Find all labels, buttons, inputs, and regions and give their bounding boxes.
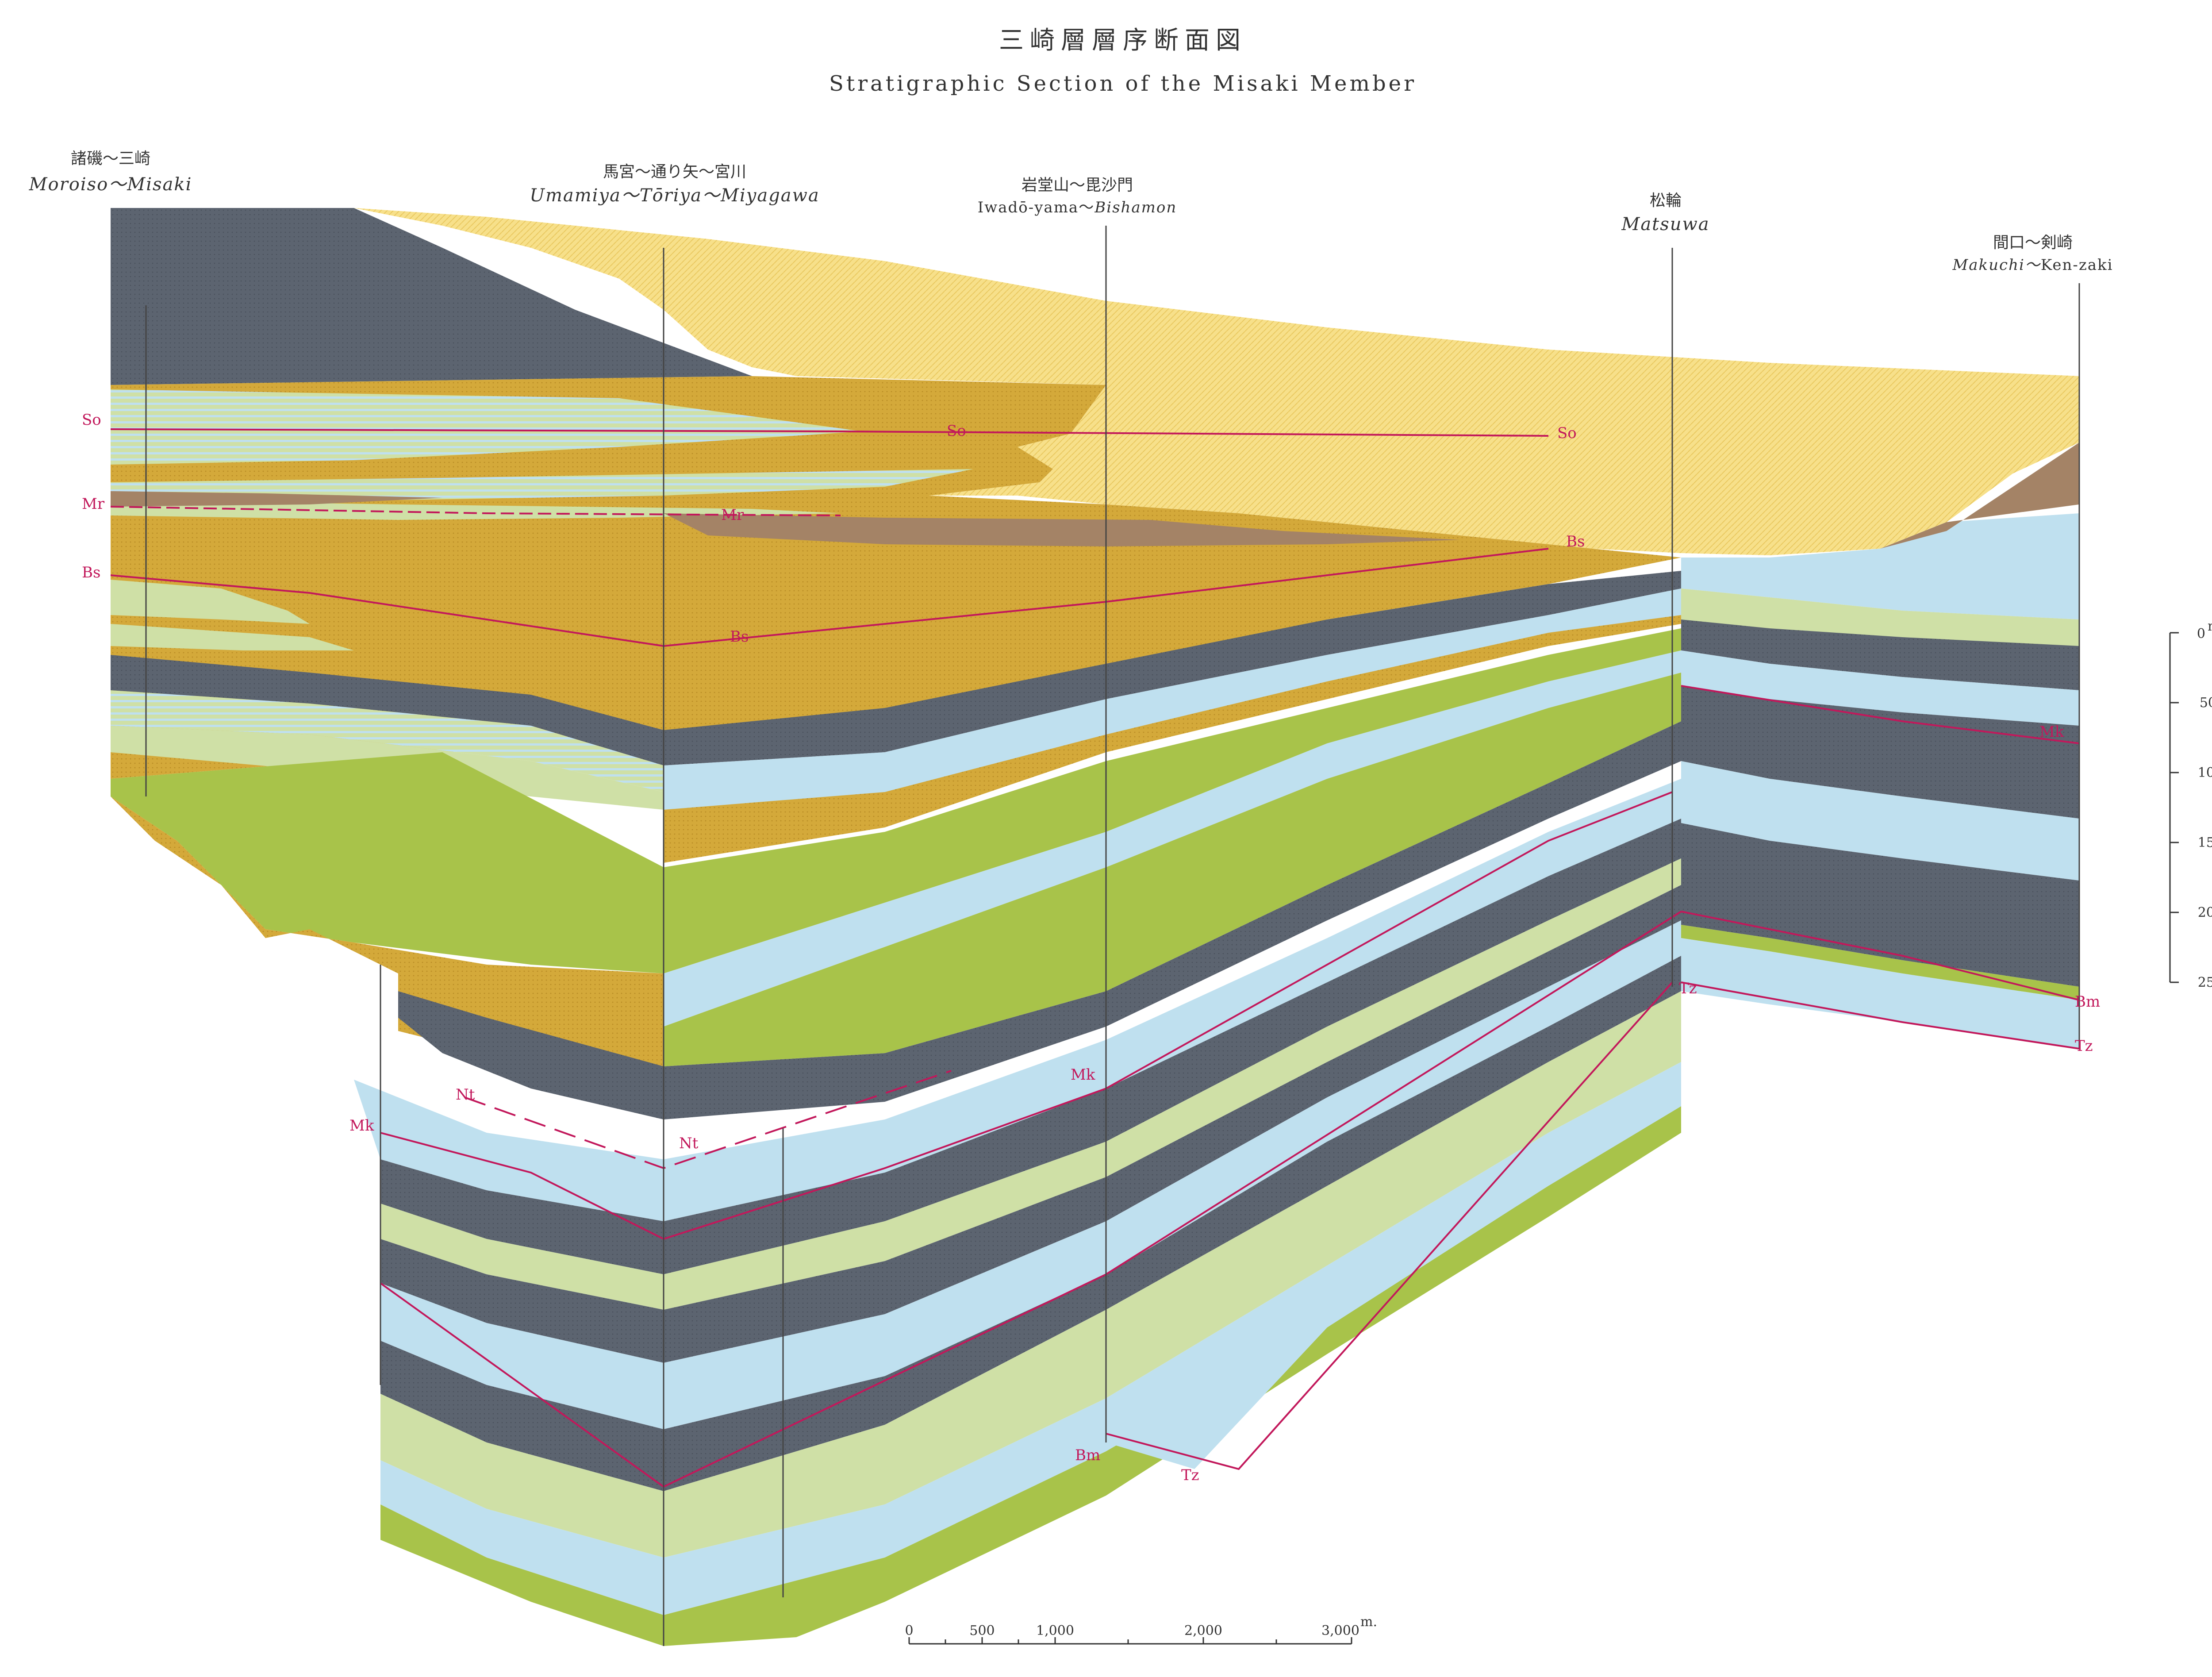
front-face-lower	[1106, 1080, 1681, 1469]
column-label-umamiya-en: Umamiya〜Tōriya〜Miyagawa	[530, 185, 820, 206]
key-label-bm-right: Bm	[2075, 993, 2100, 1011]
key-label-mk-left: Mk	[349, 1117, 374, 1135]
hscale-tick-500: 500	[969, 1623, 995, 1639]
mk-line-right	[1681, 685, 2080, 744]
lower-dark-band-2	[380, 819, 1681, 1274]
key-label-mk-right: Mk	[2039, 723, 2064, 741]
left-wedge-b	[111, 624, 354, 650]
mr-line	[110, 506, 841, 516]
key-label-tz-right: Tz	[2075, 1037, 2093, 1055]
hscale-tick-0: 0	[905, 1623, 913, 1639]
middle-blue-band	[664, 650, 1681, 1027]
right-upper-blue	[1681, 513, 2079, 619]
column-label-matsuwa-jp: 松輪	[1650, 192, 1682, 210]
left-ochre-lower	[111, 796, 664, 1066]
right-blue-band-2	[1681, 761, 2079, 881]
lower-left-blue	[354, 779, 1681, 1221]
key-label-tz-matsuwa: Tz	[1679, 980, 1697, 997]
key-label-bm-mid: Bm	[1075, 1446, 1100, 1464]
column-lines	[145, 226, 2080, 1646]
upper-ochre-thin	[664, 615, 1681, 863]
column-label-iwado-en-a: Iwadō-yama〜	[978, 199, 1095, 216]
middle-green-band	[111, 628, 1681, 973]
brown-band-upper	[664, 513, 1460, 546]
right-dark-band-3	[1681, 823, 2079, 987]
lower-green-band-1	[664, 673, 1681, 1066]
lower-dark-band-4	[380, 956, 1681, 1491]
key-label-mr-left: Mr	[82, 495, 105, 513]
right-dark-band-1	[1681, 619, 2079, 690]
key-label-mk-mid: Mk	[1071, 1066, 1095, 1084]
striped-band-1	[111, 389, 863, 465]
vertical-scale	[2169, 632, 2179, 983]
hscale-tick-2000: 2,000	[1184, 1623, 1222, 1639]
lower-blue-band-4	[380, 1062, 1681, 1615]
brown-band-left	[111, 491, 442, 507]
column-label-makuchi-en-a: Makuchi〜	[1952, 256, 2041, 274]
right-green-band	[1681, 925, 2079, 1000]
lower-dark-band-1	[398, 721, 1681, 1119]
left-mudstone-wedge	[111, 208, 752, 385]
title-en: Stratigraphic Section of the Misaki Memb…	[829, 71, 1417, 96]
vscale-tick-50: 50	[2200, 695, 2212, 711]
key-label-so-left: So	[82, 411, 101, 429]
upper-tuff-unit	[111, 376, 1681, 779]
column-label-makuchi-en-b: Ken-zaki	[2041, 256, 2113, 274]
lower-blue-band-3	[380, 920, 1681, 1429]
so-line	[110, 428, 1549, 437]
right-blue-band-1	[1681, 650, 2079, 726]
hscale-unit: m.	[1360, 1614, 1377, 1630]
vscale-tick-0: 0	[2197, 626, 2205, 642]
bm-line	[380, 911, 1682, 1488]
hscale-tick-1000: 1,000	[1036, 1623, 1074, 1639]
key-label-bs-mid: Bs	[730, 628, 749, 646]
hscale-tick-3000: 3,000	[1321, 1623, 1359, 1639]
title-jp: 三崎層層序断面図	[999, 26, 1247, 55]
column-label-makuchi-en: Makuchi〜Ken-zaki	[1952, 256, 2113, 274]
lower-green-band-2	[380, 858, 1681, 1310]
right-brown-wedge	[1880, 442, 2079, 549]
vscale-unit: m.	[2208, 619, 2212, 634]
column-label-matsuwa-en: Matsuwa	[1621, 214, 1709, 235]
column-label-umamiya-jp: 馬宮〜通り矢〜宮川	[603, 163, 746, 181]
key-label-so-mid: So	[947, 422, 966, 440]
tz-line	[1106, 981, 1673, 1470]
horizontal-scale	[908, 1637, 1352, 1645]
key-label-mr-mid: Mr	[721, 506, 744, 524]
lower-dark-band-3	[380, 885, 1681, 1363]
bm-line-right	[1681, 911, 2080, 1001]
tz-line-right	[1681, 981, 2080, 1050]
key-label-bs-left: Bs	[82, 564, 100, 581]
vscale-tick-200: 200	[2198, 905, 2212, 920]
right-dark-band-2	[1681, 686, 2079, 819]
vscale-tick-150: 150	[2198, 835, 2212, 850]
mk-line-left	[380, 791, 1673, 1240]
column-label-iwado-en: Iwadō-yama〜Bishamon	[978, 199, 1177, 216]
left-wedge-a	[111, 580, 310, 624]
upper-blue-band	[664, 588, 1681, 832]
column-label-moroiso-jp: 諸磯〜三崎	[71, 150, 150, 168]
key-label-bs-right: Bs	[1566, 533, 1585, 550]
key-label-so-right: So	[1557, 424, 1577, 442]
key-label-tz-mid: Tz	[1181, 1466, 1199, 1484]
column-label-makuchi-jp: 間口〜剣崎	[1993, 234, 2073, 252]
upper-sandstone-unit	[354, 208, 2079, 555]
key-label-nt-mid: Nt	[679, 1135, 699, 1152]
vscale-tick-100: 100	[2198, 765, 2212, 781]
key-label-nt-left: Nt	[456, 1086, 475, 1104]
striped-band-2	[111, 469, 973, 500]
right-blue-bottom	[1681, 938, 2079, 1049]
upper-stripe-band	[111, 690, 664, 792]
upper-dark-band	[111, 571, 1681, 765]
lower-green-band-5	[380, 1106, 1681, 1646]
column-label-iwado-jp: 岩堂山〜毘沙門	[1022, 176, 1133, 194]
column-label-moroiso-en: Moroiso〜Misaki	[29, 174, 192, 195]
column-label-iwado-en-b: Bishamon	[1094, 199, 1177, 216]
vscale-tick-250: 250	[2198, 975, 2212, 990]
lower-green-band-4	[380, 991, 1681, 1558]
